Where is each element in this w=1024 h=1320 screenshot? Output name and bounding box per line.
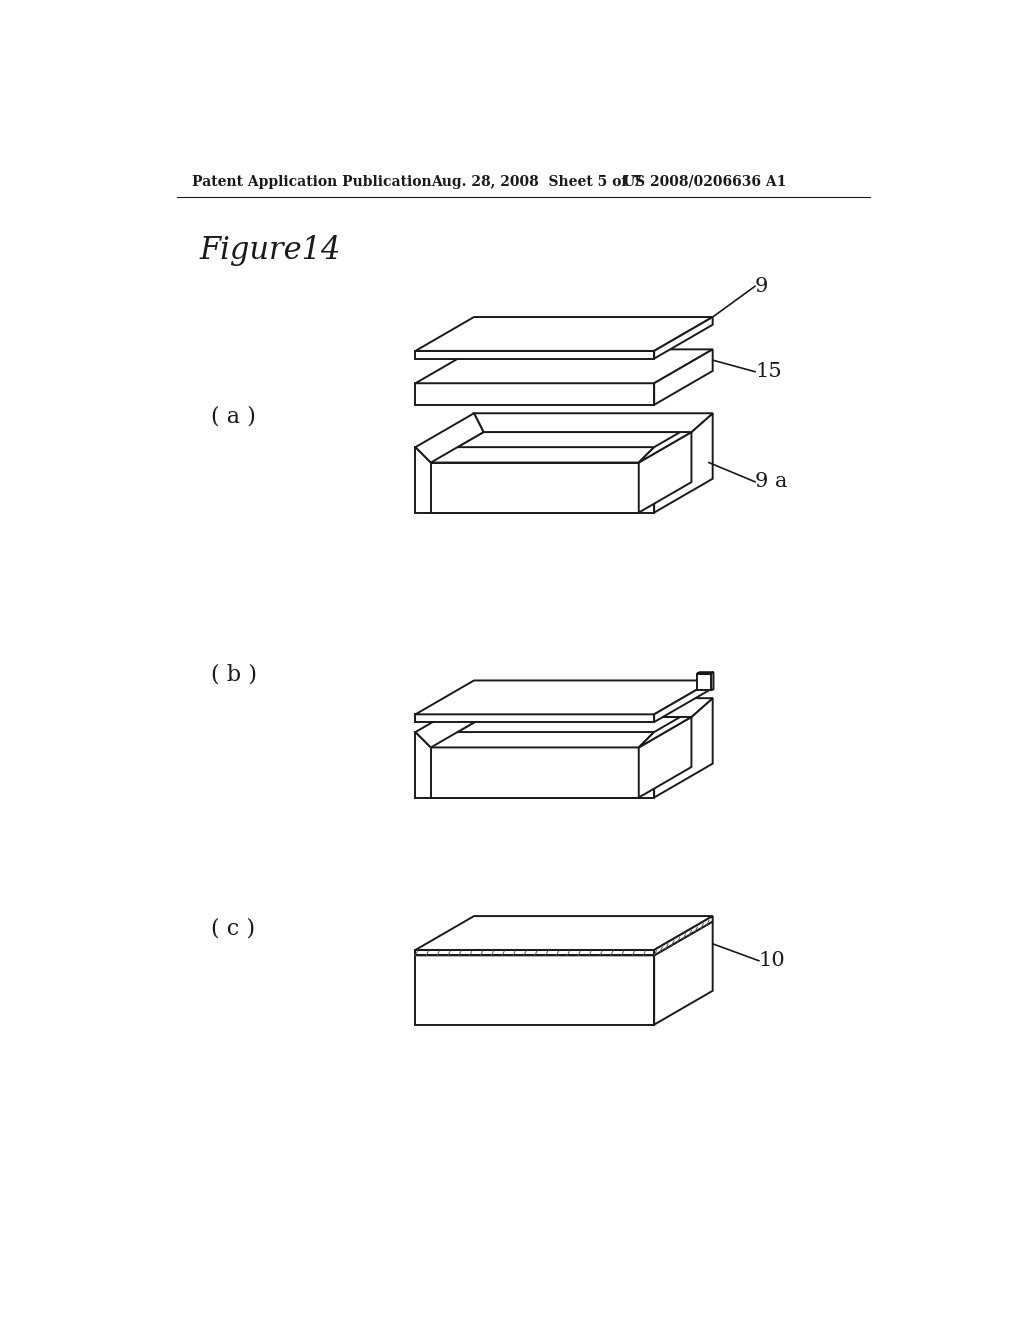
- Text: 9 a: 9 a: [755, 473, 787, 491]
- Polygon shape: [416, 447, 654, 512]
- Polygon shape: [416, 383, 654, 405]
- Polygon shape: [431, 432, 691, 462]
- Polygon shape: [654, 350, 713, 405]
- Text: US 2008/0206636 A1: US 2008/0206636 A1: [624, 174, 786, 189]
- Text: Patent Application Publication: Patent Application Publication: [193, 174, 432, 189]
- Polygon shape: [431, 747, 639, 797]
- Polygon shape: [654, 698, 713, 797]
- Polygon shape: [416, 317, 713, 351]
- Polygon shape: [474, 413, 713, 432]
- Text: Aug. 28, 2008  Sheet 5 of 7: Aug. 28, 2008 Sheet 5 of 7: [431, 174, 642, 189]
- Polygon shape: [416, 447, 654, 462]
- Polygon shape: [416, 698, 483, 747]
- Polygon shape: [474, 698, 713, 717]
- Text: Figure14: Figure14: [200, 235, 341, 267]
- Polygon shape: [431, 462, 639, 512]
- Polygon shape: [654, 317, 713, 359]
- Polygon shape: [416, 733, 654, 797]
- Polygon shape: [416, 350, 713, 383]
- Polygon shape: [416, 714, 654, 722]
- Polygon shape: [416, 921, 713, 956]
- Polygon shape: [639, 413, 713, 462]
- Polygon shape: [416, 733, 654, 747]
- Polygon shape: [416, 681, 713, 714]
- Polygon shape: [697, 672, 714, 673]
- Polygon shape: [416, 916, 713, 950]
- Polygon shape: [654, 681, 713, 722]
- Polygon shape: [654, 413, 713, 512]
- Polygon shape: [431, 717, 691, 747]
- Polygon shape: [416, 950, 654, 956]
- Polygon shape: [711, 672, 714, 690]
- Text: 15: 15: [755, 362, 781, 381]
- Polygon shape: [639, 717, 691, 797]
- Polygon shape: [416, 413, 483, 462]
- Text: 9: 9: [755, 277, 768, 296]
- Text: ( b ): ( b ): [211, 664, 257, 685]
- Polygon shape: [654, 916, 713, 956]
- Polygon shape: [416, 351, 654, 359]
- Text: 10: 10: [759, 952, 785, 970]
- Polygon shape: [697, 673, 711, 690]
- Text: ( c ): ( c ): [211, 917, 256, 940]
- Polygon shape: [639, 698, 713, 747]
- Text: ( a ): ( a ): [211, 405, 256, 428]
- Polygon shape: [654, 921, 713, 1024]
- Polygon shape: [639, 432, 691, 512]
- Polygon shape: [416, 956, 654, 1024]
